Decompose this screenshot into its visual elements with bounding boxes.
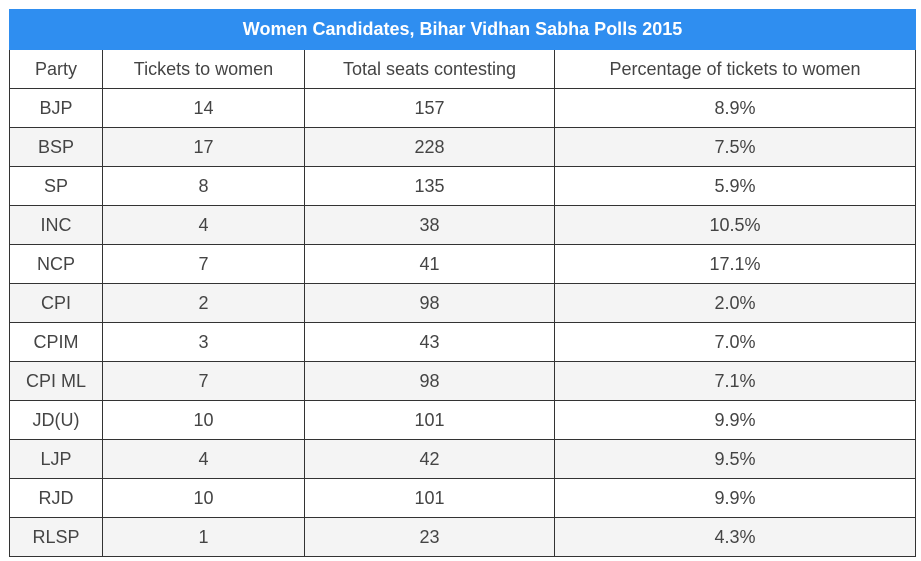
tickets-cell: 10 bbox=[102, 478, 305, 518]
women-candidates-table: Women Candidates, Bihar Vidhan Sabha Pol… bbox=[8, 9, 917, 557]
table-row: CPI ML 7 98 7.1% bbox=[9, 361, 917, 401]
percentage-cell: 7.1% bbox=[553, 361, 917, 401]
seats-cell: 228 bbox=[304, 127, 555, 167]
column-header-percentage: Percentage of tickets to women bbox=[553, 49, 917, 89]
percentage-cell: 8.9% bbox=[553, 88, 917, 128]
seats-cell: 98 bbox=[304, 361, 555, 401]
table-body: BJP 14 157 8.9% BSP 17 228 7.5% SP 8 135 5.9% INC 4 38… bbox=[9, 88, 917, 557]
percentage-cell: 7.5% bbox=[553, 127, 917, 167]
tickets-cell: 17 bbox=[102, 127, 305, 167]
table-header-row: Party Tickets to women Total seats conte… bbox=[9, 49, 917, 89]
percentage-cell: 2.0% bbox=[553, 283, 917, 323]
party-cell: CPI ML bbox=[9, 361, 103, 401]
party-cell: RLSP bbox=[9, 517, 103, 557]
tickets-cell: 8 bbox=[102, 166, 305, 206]
party-cell: LJP bbox=[9, 439, 103, 479]
column-header-tickets: Tickets to women bbox=[102, 49, 305, 89]
party-cell: BSP bbox=[9, 127, 103, 167]
seats-cell: 38 bbox=[304, 205, 555, 245]
table-row: RJD 10 101 9.9% bbox=[9, 478, 917, 518]
seats-cell: 101 bbox=[304, 400, 555, 440]
table-title: Women Candidates, Bihar Vidhan Sabha Pol… bbox=[8, 9, 917, 50]
party-cell: INC bbox=[9, 205, 103, 245]
seats-cell: 98 bbox=[304, 283, 555, 323]
percentage-cell: 10.5% bbox=[553, 205, 917, 245]
party-cell: NCP bbox=[9, 244, 103, 284]
table-row: SP 8 135 5.9% bbox=[9, 166, 917, 206]
table-row: CPI 2 98 2.0% bbox=[9, 283, 917, 323]
percentage-cell: 9.5% bbox=[553, 439, 917, 479]
table-row: JD(U) 10 101 9.9% bbox=[9, 400, 917, 440]
tickets-cell: 4 bbox=[102, 439, 305, 479]
table-row: NCP 7 41 17.1% bbox=[9, 244, 917, 284]
percentage-cell: 5.9% bbox=[553, 166, 917, 206]
party-cell: CPIM bbox=[9, 322, 103, 362]
table-row: CPIM 3 43 7.0% bbox=[9, 322, 917, 362]
table-row: BJP 14 157 8.9% bbox=[9, 88, 917, 128]
women-candidates-table-container: Women Candidates, Bihar Vidhan Sabha Pol… bbox=[8, 9, 917, 557]
seats-cell: 41 bbox=[304, 244, 555, 284]
table-row: RLSP 1 23 4.3% bbox=[9, 517, 917, 557]
party-cell: SP bbox=[9, 166, 103, 206]
party-cell: CPI bbox=[9, 283, 103, 323]
column-header-party: Party bbox=[9, 49, 103, 89]
tickets-cell: 7 bbox=[102, 244, 305, 284]
seats-cell: 157 bbox=[304, 88, 555, 128]
party-cell: BJP bbox=[9, 88, 103, 128]
party-cell: RJD bbox=[9, 478, 103, 518]
tickets-cell: 14 bbox=[102, 88, 305, 128]
tickets-cell: 7 bbox=[102, 361, 305, 401]
party-cell: JD(U) bbox=[9, 400, 103, 440]
seats-cell: 42 bbox=[304, 439, 555, 479]
tickets-cell: 2 bbox=[102, 283, 305, 323]
table-row: INC 4 38 10.5% bbox=[9, 205, 917, 245]
column-header-seats: Total seats contesting bbox=[304, 49, 555, 89]
table-title-row: Women Candidates, Bihar Vidhan Sabha Pol… bbox=[8, 9, 917, 50]
percentage-cell: 9.9% bbox=[553, 478, 917, 518]
percentage-cell: 4.3% bbox=[553, 517, 917, 557]
seats-cell: 43 bbox=[304, 322, 555, 362]
tickets-cell: 1 bbox=[102, 517, 305, 557]
seats-cell: 101 bbox=[304, 478, 555, 518]
tickets-cell: 4 bbox=[102, 205, 305, 245]
table-row: BSP 17 228 7.5% bbox=[9, 127, 917, 167]
percentage-cell: 17.1% bbox=[553, 244, 917, 284]
seats-cell: 135 bbox=[304, 166, 555, 206]
seats-cell: 23 bbox=[304, 517, 555, 557]
percentage-cell: 7.0% bbox=[553, 322, 917, 362]
tickets-cell: 3 bbox=[102, 322, 305, 362]
percentage-cell: 9.9% bbox=[553, 400, 917, 440]
table-row: LJP 4 42 9.5% bbox=[9, 439, 917, 479]
tickets-cell: 10 bbox=[102, 400, 305, 440]
